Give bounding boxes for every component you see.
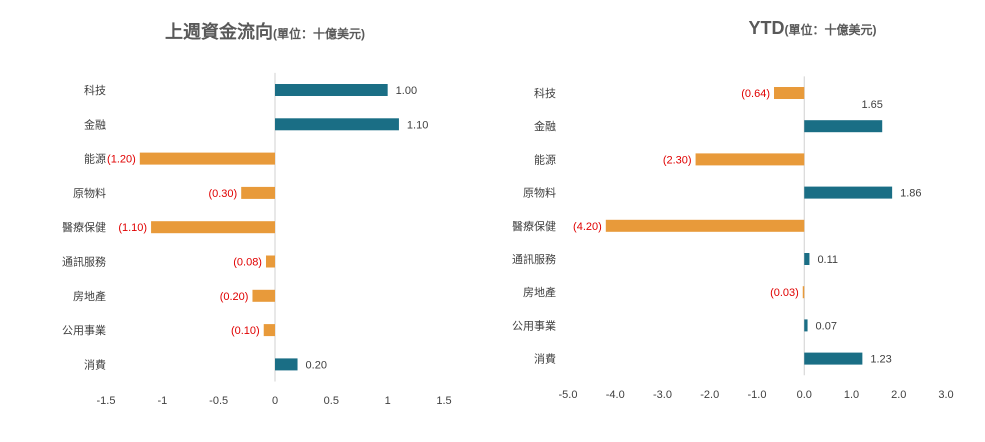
data-label: (0.08) bbox=[233, 257, 262, 269]
x-tick-label: 0.5 bbox=[324, 395, 339, 407]
weekly-flow-chart: 上週資金流向(單位：十億美元) 科技 1.00 金融 1.10 能源 (1.20) 原物料 (… bbox=[0, 0, 480, 442]
data-label: (0.20) bbox=[220, 291, 249, 303]
category-label: 科技 bbox=[534, 86, 556, 100]
bar bbox=[275, 84, 388, 96]
x-tick-label: 2.0 bbox=[891, 389, 906, 401]
bar bbox=[275, 118, 399, 131]
bar bbox=[802, 286, 805, 299]
bar bbox=[151, 221, 275, 234]
x-tick-label: -1.0 bbox=[748, 389, 767, 401]
data-label: (0.10) bbox=[231, 325, 260, 337]
data-label: 1.10 bbox=[407, 119, 428, 131]
category-label: 通訊服務 bbox=[62, 255, 106, 269]
data-label: (0.64) bbox=[741, 88, 770, 100]
category-label: 科技 bbox=[84, 83, 106, 97]
bar bbox=[804, 352, 863, 365]
category-label: 能源 bbox=[534, 152, 556, 166]
x-tick-label: -5.0 bbox=[559, 389, 578, 401]
bar bbox=[139, 152, 275, 165]
x-tick-label: 0 bbox=[272, 395, 278, 407]
data-label: 0.20 bbox=[306, 359, 327, 371]
category-label: 原物料 bbox=[523, 186, 556, 200]
x-tick-label: -1 bbox=[157, 395, 167, 407]
category-label: 房地產 bbox=[73, 289, 106, 303]
weekly-flow-title: 上週資金流向(單位：十億美元) bbox=[0, 18, 480, 44]
bar bbox=[605, 219, 805, 232]
x-tick-label: -0.5 bbox=[209, 395, 228, 407]
data-label: 1.86 bbox=[900, 188, 921, 200]
bar bbox=[275, 358, 298, 371]
chart-title-unit: (單位：十億美元) bbox=[784, 23, 877, 37]
category-label: 通訊服務 bbox=[512, 252, 556, 266]
bar bbox=[804, 253, 810, 265]
x-tick-label: 3.0 bbox=[938, 389, 953, 401]
chart-title-unit: (單位：十億美元) bbox=[273, 27, 365, 41]
category-label: 原物料 bbox=[73, 186, 106, 200]
category-label: 消費 bbox=[534, 352, 556, 366]
data-label: 0.11 bbox=[817, 254, 838, 266]
weekly-flow-plot: 科技 1.00 金融 1.10 能源 (1.20) 原物料 (0.30) 醫療保健 (1.10) 通… bbox=[62, 72, 452, 407]
bar bbox=[241, 186, 275, 199]
category-label: 金融 bbox=[84, 117, 106, 131]
data-label: 0.07 bbox=[816, 320, 837, 332]
x-tick-label: 1 bbox=[385, 395, 391, 407]
category-label: 金融 bbox=[534, 119, 556, 133]
x-tick-label: -4.0 bbox=[606, 389, 625, 401]
ytd-flow-title: YTD(單位：十億美元) bbox=[490, 18, 985, 39]
x-tick-label: -3.0 bbox=[653, 389, 672, 401]
bar bbox=[804, 319, 808, 332]
category-label: 醫療保健 bbox=[512, 219, 556, 233]
category-label: 公用事業 bbox=[62, 324, 106, 337]
data-label: 1.65 bbox=[862, 99, 883, 111]
bar bbox=[695, 153, 805, 166]
data-label: (2.30) bbox=[663, 154, 692, 166]
x-tick-label: 1.5 bbox=[436, 395, 451, 407]
category-label: 消費 bbox=[84, 357, 106, 371]
data-label: (4.20) bbox=[573, 221, 602, 233]
x-tick-label: 1.0 bbox=[844, 389, 859, 401]
chart-title-main: YTD bbox=[748, 18, 785, 38]
category-label: 公用事業 bbox=[512, 319, 556, 332]
x-tick-label: -1.5 bbox=[97, 395, 116, 407]
bar bbox=[265, 255, 275, 268]
data-label: 1.23 bbox=[870, 354, 891, 366]
category-label: 房地產 bbox=[523, 285, 556, 299]
ytd-flow-chart: YTD(單位：十億美元) 科技 (0.64) 金融 1.65 能源 (2.30) 原物料 1.… bbox=[490, 0, 985, 442]
bar bbox=[804, 186, 893, 199]
bar bbox=[804, 120, 883, 133]
data-label: (1.20) bbox=[107, 154, 136, 166]
bar bbox=[252, 289, 275, 302]
chart-title-main: 上週資金流向 bbox=[165, 22, 273, 42]
bar bbox=[263, 324, 275, 337]
data-label: (0.30) bbox=[208, 188, 237, 200]
category-label: 醫療保健 bbox=[62, 220, 106, 234]
data-label: 1.00 bbox=[396, 85, 417, 97]
data-label: (0.03) bbox=[770, 287, 799, 299]
x-tick-label: 0.0 bbox=[797, 389, 812, 401]
x-tick-label: -2.0 bbox=[700, 389, 719, 401]
ytd-flow-plot: 科技 (0.64) 金融 1.65 能源 (2.30) 原物料 1.86 醫療保健 (4.20) 通… bbox=[512, 76, 954, 401]
category-label: 能源 bbox=[84, 152, 106, 166]
bar bbox=[774, 87, 805, 99]
data-label: (1.10) bbox=[118, 222, 147, 234]
